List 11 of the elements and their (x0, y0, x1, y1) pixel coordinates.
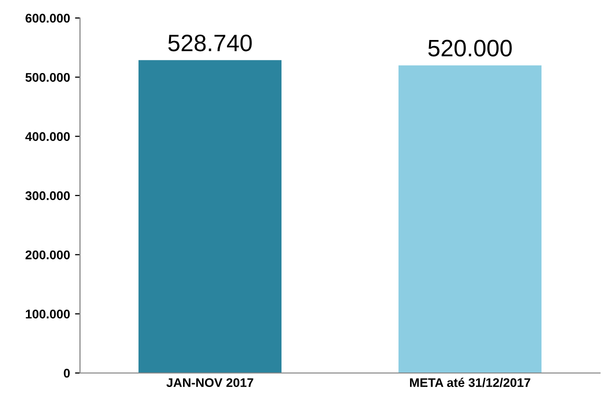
y-tick-label: 600.000 (26, 14, 70, 23)
data-label: 520.000 (428, 40, 512, 56)
data-label: 528.740 (168, 34, 252, 52)
x-tick-label: JAN-NOV 2017 (166, 378, 254, 388)
y-tick-label: 0 (64, 368, 70, 378)
y-tick-label: 300.000 (25, 191, 70, 200)
x-tick-label: META até 31/12/2017 (410, 378, 530, 388)
y-tick-label: 200.000 (26, 250, 70, 260)
y-tick-label: 400.000 (25, 132, 70, 141)
y-tick-label: 500.000 (25, 72, 70, 82)
y-tick-label: 100.000 (26, 310, 70, 318)
